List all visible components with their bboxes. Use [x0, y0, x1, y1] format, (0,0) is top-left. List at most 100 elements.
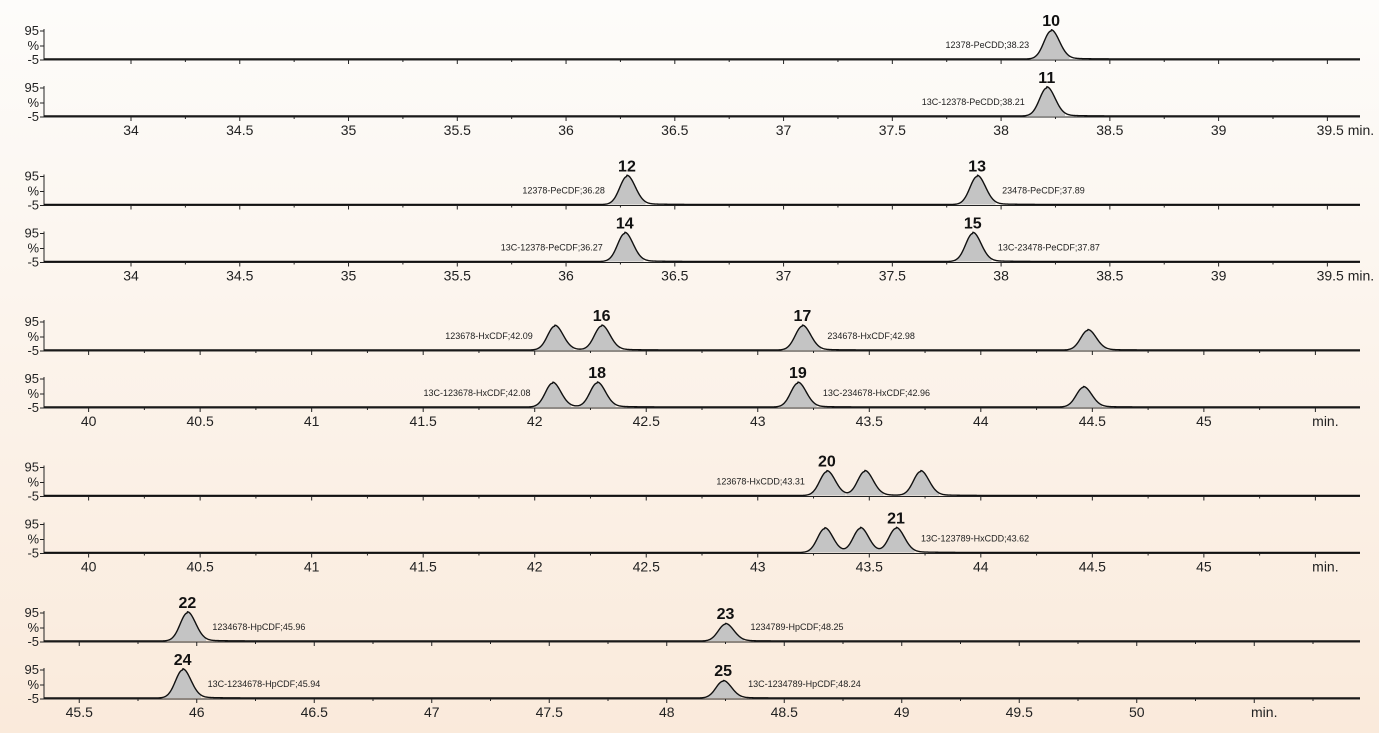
- x-tick-label: 37: [776, 122, 792, 138]
- y-tick-label: %: [27, 95, 39, 110]
- y-tick-label: -5: [27, 109, 39, 124]
- peak-fill: [707, 623, 744, 641]
- peak-label: 13C-23478-PeCDF;37.87: [998, 243, 1100, 253]
- y-tick-label: -5: [27, 343, 39, 358]
- x-tick-label: 38.5: [1096, 268, 1123, 284]
- x-tick-label: min.: [1251, 704, 1277, 720]
- peak-number: 10: [1042, 13, 1060, 30]
- x-tick-label: 39: [1211, 122, 1227, 138]
- x-tick-label: 41: [304, 559, 320, 575]
- y-tick-label: %: [27, 329, 39, 344]
- x-tick-label: 47.5: [536, 704, 563, 720]
- y-tick-label: %: [27, 241, 39, 256]
- panel-group-1: 95%-51012378-PeCDD;38.2395%-51113C-12378…: [25, 13, 1375, 138]
- peak-label: 12378-PeCDD;38.23: [946, 40, 1030, 50]
- y-tick-label: -5: [27, 489, 39, 504]
- peak-fill: [954, 232, 992, 262]
- x-tick-label: 34: [123, 122, 139, 138]
- signal-trace: [44, 526, 1360, 554]
- panel-group-5: 95%-5221234678-HpCDF;45.96231234789-HpCD…: [25, 595, 1360, 720]
- peak-fill: [1032, 29, 1070, 59]
- peak-label: 234678-HxCDF;42.98: [827, 331, 915, 341]
- x-tick-label: 35.5: [444, 122, 471, 138]
- peak-fill: [842, 527, 879, 553]
- x-tick-label: 49: [894, 704, 910, 720]
- peak-number: 20: [818, 454, 836, 471]
- peak-label: 13C-123678-HxCDF;42.08: [423, 388, 530, 398]
- peak-fill: [704, 680, 742, 698]
- panel-group-4: 95%-520123678-HxCDD;43.3195%-52113C-1237…: [25, 454, 1360, 575]
- y-tick-label: 95: [25, 517, 39, 532]
- y-tick-label: 95: [25, 169, 39, 184]
- peak-number: 19: [789, 365, 807, 382]
- peak-number: 16: [593, 308, 611, 325]
- x-tick-label: 37: [776, 268, 792, 284]
- x-tick-label: 43: [750, 413, 766, 429]
- x-tick-label: 40.5: [187, 559, 214, 575]
- x-tick-label: 41.5: [410, 413, 437, 429]
- signal-trace: [44, 28, 1360, 60]
- peak-fill: [779, 382, 817, 407]
- x-tick-label: 40.5: [187, 413, 214, 429]
- x-tick-label: 42.5: [633, 559, 660, 575]
- y-tick-label: 95: [25, 226, 39, 241]
- x-tick-label: 47: [424, 704, 440, 720]
- y-tick-label: -5: [27, 198, 39, 213]
- x-tick-label: 44.5: [1079, 413, 1106, 429]
- x-tick-label: 39.5 min.: [1317, 122, 1375, 138]
- peak-number: 11: [1038, 70, 1055, 87]
- x-tick-label: 39: [1211, 268, 1227, 284]
- trace-9: 95%-5 22 1234678-HpCDF;45.96 23 1234789-HpCD…: [25, 595, 1360, 649]
- y-tick-label: -5: [27, 255, 39, 270]
- x-tick-label: 42: [527, 559, 543, 575]
- x-tick-label: 45: [1196, 559, 1212, 575]
- y-tick-label: 95: [25, 460, 39, 475]
- x-tick-label: 49.5: [1006, 704, 1033, 720]
- peak-number: 12: [618, 159, 636, 176]
- peak-number: 24: [174, 652, 192, 669]
- peak-fill: [608, 175, 646, 205]
- peak-label: 23478-PeCDF;37.89: [1002, 186, 1085, 196]
- x-tick-label: 34.5: [226, 122, 253, 138]
- x-tick-label: 38.5: [1096, 122, 1123, 138]
- x-tick-label: 35: [341, 122, 357, 138]
- peak-label: 1234789-HpCDF;48.25: [751, 622, 844, 632]
- peak-fill: [583, 325, 620, 350]
- x-tick-label: 44: [973, 559, 989, 575]
- peak-number: 23: [717, 606, 735, 623]
- x-tick-label: 40: [81, 413, 97, 429]
- peak-number: 25: [714, 663, 732, 680]
- peak-number: 21: [887, 511, 905, 528]
- peak-label: 13C-234678-HxCDF;42.96: [823, 388, 930, 398]
- x-tick-label: 36: [558, 268, 574, 284]
- x-tick-label: 35.5: [444, 268, 471, 284]
- y-tick-label: 95: [25, 605, 39, 620]
- signal-trace: [44, 381, 1360, 408]
- x-tick-label: 36.5: [661, 122, 688, 138]
- trace-1: 95%-5 10 12378-PeCDD;38.23: [25, 13, 1360, 67]
- peak-fill: [808, 470, 846, 496]
- signal-trace: [44, 231, 1360, 263]
- signal-trace: [44, 324, 1360, 351]
- y-tick-label: -5: [27, 634, 39, 649]
- trace-5: 95%-5 123678-HxCDF;42.09 16 17 234678-HxCDF;…: [25, 308, 1360, 358]
- peak-label: 13C-1234678-HpCDF;45.94: [208, 679, 321, 689]
- peak-fill: [1065, 386, 1102, 407]
- signal-trace: [44, 469, 1360, 497]
- trace-3: 95%-5 12 12378-PeCDF;36.28 13 23478-PeCDF;37…: [25, 159, 1360, 213]
- chromatogram-panels: 95%-51012378-PeCDD;38.2395%-51113C-12378…: [25, 13, 1375, 720]
- x-tick-label: 38: [993, 268, 1009, 284]
- y-tick-label: %: [27, 532, 39, 547]
- y-tick-label: -5: [27, 400, 39, 415]
- y-tick-label: %: [27, 38, 39, 53]
- x-tick-label: 40: [81, 559, 97, 575]
- signal-trace: [44, 667, 1360, 699]
- y-tick-label: %: [27, 620, 39, 635]
- x-tick-label: 43.5: [856, 559, 883, 575]
- y-tick-label: 95: [25, 314, 39, 329]
- x-tick-label: 46.5: [301, 704, 328, 720]
- peak-fill: [846, 470, 884, 496]
